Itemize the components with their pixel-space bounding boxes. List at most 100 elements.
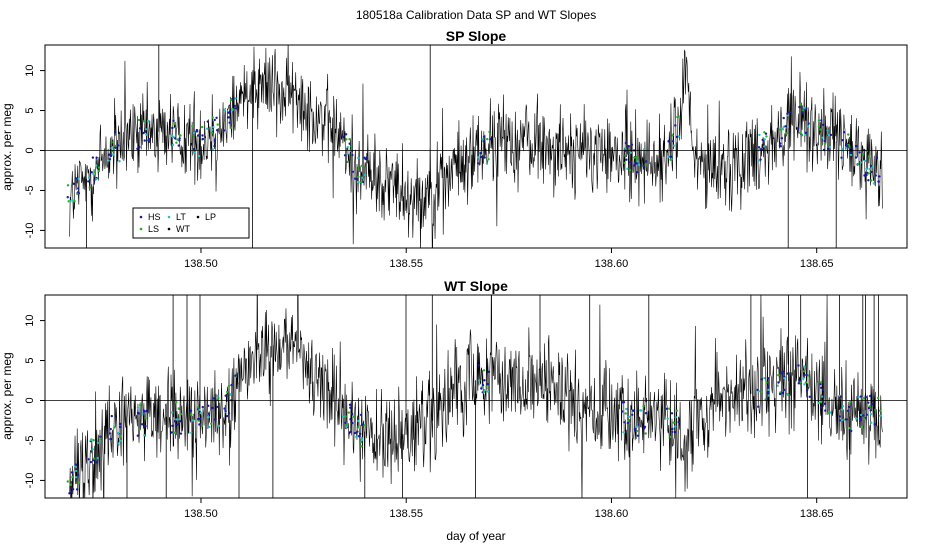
hs-point [201,134,204,137]
hs-point [636,434,640,437]
hs-point [108,158,112,161]
hs-point [108,153,111,156]
hs-point [349,430,352,434]
ls-point [765,135,768,138]
ls-point [357,425,360,429]
ls-point [799,103,802,106]
hs-point [643,425,647,429]
lt-point [229,393,232,396]
lt-point [485,162,489,165]
x-tick-label: 138.65 [800,508,834,520]
lt-point [355,435,358,439]
hs-point [69,491,73,494]
hs-point [826,147,830,151]
lt-point [803,106,807,110]
legend-label-lt: LT [176,212,186,222]
hs-point [141,423,144,426]
hs-point [348,142,351,145]
hs-point [136,434,139,437]
ls-point [348,138,351,141]
ls-point [229,99,233,102]
hs-point [71,488,75,491]
lt-point [757,390,761,393]
ls-point [360,440,363,444]
hs-point [870,170,873,174]
ls-point [177,407,180,410]
ls-point [668,407,671,410]
lt-point [757,159,760,162]
ls-point [144,417,147,420]
ls-point [633,156,636,159]
ls-point [139,404,142,407]
ls-point [225,390,229,394]
hs-point [674,431,677,434]
ls-point [669,435,672,439]
hs-point [788,111,791,114]
hs-point [197,134,200,137]
lt-point [672,144,676,147]
hs-point [854,156,858,159]
ls-point [863,417,866,421]
hs-point [808,395,811,398]
hs-point [820,119,823,122]
hs-point [230,383,233,387]
lt-point [840,408,843,411]
lt-point [191,419,195,422]
y-tick-label: 5 [24,107,36,113]
hs-point [867,401,870,404]
lt-point [849,153,853,157]
ls-point [113,426,116,429]
hs-point [198,417,202,420]
wt-slope-plot-area: 138.50 138.55 138.60 138.65 -10 -5 0 5 10 [24,294,908,520]
ls-point [778,128,782,131]
lt-point [786,392,789,396]
hs-point [777,381,780,384]
hs-point [216,129,219,132]
hs-point [797,364,800,367]
hs-point [198,423,201,426]
ls-point [669,158,672,161]
ls-point [624,412,627,415]
hs-point [869,409,872,412]
lt-point [357,419,360,423]
hs-point [626,421,630,425]
hs-point [206,120,209,123]
hs-point [353,431,357,435]
ls-point [763,131,766,134]
hs-point [477,364,480,367]
lt-point [345,425,348,428]
lt-point [89,439,93,442]
hs-point [778,392,782,396]
lt-point [865,167,868,171]
lt-point [674,416,677,419]
ls-point [345,138,348,141]
lt-point [171,143,175,147]
hs-point [87,458,90,461]
hs-point [224,409,227,413]
ls-point [876,396,880,400]
ls-point [676,115,679,119]
lt-point [767,388,770,391]
hs-point [819,383,822,386]
legend-marker-lp [196,215,200,219]
lt-point [776,384,779,387]
hs-point [170,431,173,434]
ls-point [200,424,204,427]
lt-point [635,425,638,429]
hs-point [797,382,800,385]
ls-point [642,404,645,408]
hs-point [875,156,879,159]
hs-point [778,144,782,147]
lt-point [855,417,858,420]
legend-marker-ls [139,227,143,231]
hs-point [74,463,78,466]
ls-point [848,426,851,430]
hs-point [212,397,215,400]
lt-point [211,128,214,132]
lt-point [234,97,237,100]
hs-point [365,156,369,159]
hs-point [483,379,486,382]
ls-point [352,415,355,418]
ls-point [77,481,81,484]
hs-point [109,437,112,441]
